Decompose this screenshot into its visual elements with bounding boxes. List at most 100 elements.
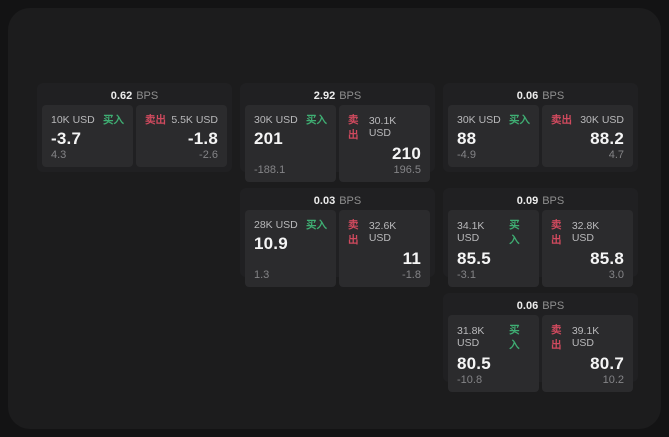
sell-quote-panel[interactable]: 卖出 30K USD 88.2 4.7 — [542, 105, 633, 167]
card-body: 10K USD 买入 -3.7 4.3 卖出 5.5K USD -1.8 -2.… — [42, 105, 227, 167]
quote-card: 0.62 BPS 10K USD 买入 -3.7 4.3 卖出 5.5K USD — [37, 83, 232, 172]
quote-card: 0.03 BPS 28K USD 买入 10.9 1.3 卖出 32.6K USD — [240, 188, 435, 287]
quote-card: 2.92 BPS 30K USD 买入 201 -188.1 卖出 30.1K U… — [240, 83, 435, 182]
buy-quote-top: 31.8K USD 买入 — [457, 322, 530, 352]
buy-delta: 1.3 — [254, 269, 270, 281]
sell-side-label: 卖出 — [551, 114, 572, 126]
sell-price: 11 — [402, 249, 421, 268]
buy-quote-top: 10K USD 买入 — [51, 112, 124, 127]
sell-price: 210 — [392, 144, 421, 163]
buy-notional: 30K USD — [457, 113, 501, 126]
bps-unit: BPS — [136, 90, 159, 102]
bps-value: 0.06 — [516, 300, 539, 312]
buy-delta: 4.3 — [51, 149, 67, 161]
bps-value: 0.03 — [313, 195, 336, 207]
sell-delta: 4.7 — [608, 149, 624, 161]
buy-side-label: 买入 — [509, 219, 520, 246]
bps-value: 0.62 — [110, 90, 133, 102]
card-header: 0.06 BPS — [448, 88, 633, 105]
buy-quote-panel[interactable]: 10K USD 买入 -3.7 4.3 — [42, 105, 133, 167]
sell-price: -1.8 — [187, 129, 218, 148]
buy-quote-panel[interactable]: 31.8K USD 买入 80.5 -10.8 — [448, 315, 539, 392]
card-body: 31.8K USD 买入 80.5 -10.8 卖出 39.1K USD 80.… — [448, 315, 633, 392]
buy-side-label: 买入 — [103, 114, 124, 126]
buy-notional: 31.8K USD — [457, 325, 485, 349]
buy-quote-top: 30K USD 买入 — [254, 112, 327, 127]
main-panel: 0.62 BPS 10K USD 买入 -3.7 4.3 卖出 5.5K USD — [8, 8, 661, 429]
quote-card: 0.06 BPS 30K USD 买入 88 -4.9 卖出 30K USD — [443, 83, 638, 172]
buy-quote-top: 28K USD 买入 — [254, 217, 327, 232]
sell-side-label: 卖出 — [145, 114, 166, 126]
buy-delta: -188.1 — [254, 164, 286, 176]
card-header: 0.09 BPS — [448, 193, 633, 210]
buy-quote-panel[interactable]: 30K USD 买入 88 -4.9 — [448, 105, 539, 167]
sell-quote-top: 卖出 32.6K USD — [348, 217, 421, 247]
buy-notional: 30K USD — [254, 113, 298, 126]
sell-notional: 32.8K USD — [571, 220, 600, 244]
sell-delta: 10.2 — [602, 374, 624, 386]
buy-delta: -4.9 — [457, 149, 476, 161]
buy-notional: 28K USD — [254, 218, 298, 231]
buy-price: 80.5 — [457, 354, 491, 373]
buy-quote-panel[interactable]: 34.1K USD 买入 85.5 -3.1 — [448, 210, 539, 287]
sell-quote-panel[interactable]: 卖出 5.5K USD -1.8 -2.6 — [136, 105, 227, 167]
sell-notional: 32.6K USD — [368, 220, 397, 244]
sell-side-label: 卖出 — [348, 219, 359, 246]
bps-unit: BPS — [339, 90, 362, 102]
sell-delta: 196.5 — [393, 164, 421, 176]
sell-quote-panel[interactable]: 卖出 30.1K USD 210 196.5 — [339, 105, 430, 182]
card-body: 28K USD 买入 10.9 1.3 卖出 32.6K USD 11 -1.8 — [245, 210, 430, 287]
sell-delta: -2.6 — [199, 149, 218, 161]
sell-notional: 39.1K USD — [571, 325, 600, 349]
sell-quote-top: 卖出 30.1K USD — [348, 112, 421, 142]
sell-price: 80.7 — [590, 354, 624, 373]
sell-quote-panel[interactable]: 卖出 32.6K USD 11 -1.8 — [339, 210, 430, 287]
sell-notional: 30.1K USD — [368, 115, 397, 139]
buy-side-label: 买入 — [306, 114, 327, 126]
sell-quote-top: 卖出 32.8K USD — [551, 217, 624, 247]
bps-unit: BPS — [542, 195, 565, 207]
bps-value: 0.06 — [516, 90, 539, 102]
buy-delta: -3.1 — [457, 269, 476, 281]
buy-notional: 34.1K USD — [457, 220, 485, 244]
quote-card: 0.09 BPS 34.1K USD 买入 85.5 -3.1 卖出 32.8K … — [443, 188, 638, 287]
buy-price: -3.7 — [51, 129, 82, 148]
sell-quote-top: 卖出 30K USD — [551, 112, 624, 127]
card-header: 0.06 BPS — [448, 298, 633, 315]
buy-price: 10.9 — [254, 234, 288, 253]
card-body: 34.1K USD 买入 85.5 -3.1 卖出 32.8K USD 85.8… — [448, 210, 633, 287]
quote-grid: 0.62 BPS 10K USD 买入 -3.7 4.3 卖出 5.5K USD — [8, 8, 661, 392]
bps-value: 0.09 — [516, 195, 539, 207]
buy-notional: 10K USD — [51, 113, 95, 126]
card-header: 2.92 BPS — [245, 88, 430, 105]
buy-side-label: 买入 — [306, 219, 327, 231]
card-header: 0.03 BPS — [245, 193, 430, 210]
buy-quote-panel[interactable]: 30K USD 买入 201 -188.1 — [245, 105, 336, 182]
buy-quote-panel[interactable]: 28K USD 买入 10.9 1.3 — [245, 210, 336, 287]
card-header: 0.62 BPS — [42, 88, 227, 105]
bps-unit: BPS — [339, 195, 362, 207]
card-body: 30K USD 买入 88 -4.9 卖出 30K USD 88.2 4.7 — [448, 105, 633, 167]
bps-unit: BPS — [542, 90, 565, 102]
sell-delta: -1.8 — [402, 269, 421, 281]
buy-price: 85.5 — [457, 249, 491, 268]
buy-side-label: 买入 — [509, 324, 520, 351]
card-body: 30K USD 买入 201 -188.1 卖出 30.1K USD 210 1… — [245, 105, 430, 182]
buy-price: 88 — [457, 129, 477, 148]
sell-notional: 30K USD — [580, 113, 624, 126]
quote-card: 0.06 BPS 31.8K USD 买入 80.5 -10.8 卖出 39.1K… — [443, 293, 638, 392]
buy-quote-top: 30K USD 买入 — [457, 112, 530, 127]
sell-quote-panel[interactable]: 卖出 32.8K USD 85.8 3.0 — [542, 210, 633, 287]
sell-side-label: 卖出 — [348, 114, 359, 141]
sell-side-label: 卖出 — [551, 324, 562, 351]
sell-price: 85.8 — [590, 249, 624, 268]
bps-unit: BPS — [542, 300, 565, 312]
sell-notional: 5.5K USD — [171, 113, 218, 126]
buy-quote-top: 34.1K USD 买入 — [457, 217, 530, 247]
sell-price: 88.2 — [590, 129, 624, 148]
sell-quote-top: 卖出 39.1K USD — [551, 322, 624, 352]
buy-side-label: 买入 — [509, 114, 530, 126]
sell-delta: 3.0 — [608, 269, 624, 281]
sell-quote-panel[interactable]: 卖出 39.1K USD 80.7 10.2 — [542, 315, 633, 392]
bps-value: 2.92 — [313, 90, 336, 102]
